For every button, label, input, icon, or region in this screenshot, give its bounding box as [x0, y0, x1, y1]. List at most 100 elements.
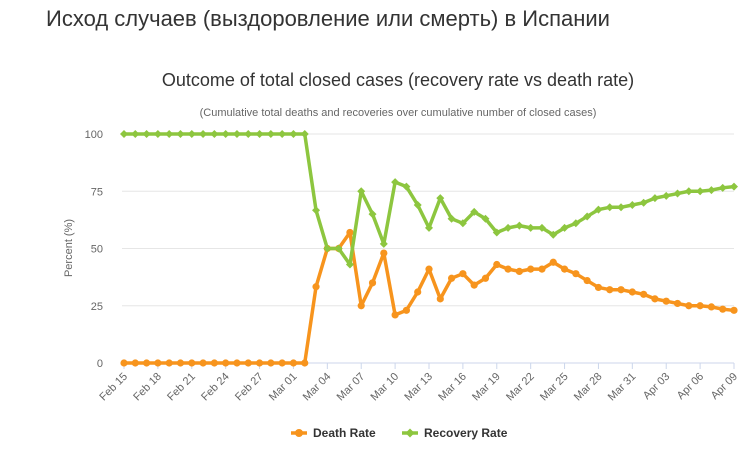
- death-rate-point[interactable]: [176, 359, 185, 367]
- death-rate-point[interactable]: [481, 274, 490, 282]
- death-rate-point[interactable]: [640, 290, 648, 298]
- death-rate-point[interactable]: [312, 283, 320, 291]
- death-rate-point[interactable]: [120, 359, 128, 367]
- death-rate-point[interactable]: [368, 279, 377, 287]
- recovery-rate-point[interactable]: [481, 214, 490, 223]
- death-rate-point[interactable]: [447, 274, 456, 282]
- recovery-rate-point[interactable]: [447, 214, 456, 223]
- recovery-rate-point[interactable]: [244, 130, 253, 138]
- death-rate-point[interactable]: [402, 306, 411, 314]
- death-rate-point[interactable]: [244, 359, 252, 367]
- recovery-rate-point[interactable]: [300, 130, 309, 138]
- recovery-rate-point[interactable]: [526, 223, 535, 232]
- recovery-rate-point[interactable]: [718, 183, 727, 192]
- death-rate-point[interactable]: [199, 359, 207, 367]
- recovery-rate-point[interactable]: [436, 194, 445, 203]
- recovery-rate-point[interactable]: [662, 191, 671, 200]
- recovery-rate-point[interactable]: [560, 223, 569, 232]
- legend[interactable]: Death Rate Recovery Rate: [291, 426, 508, 440]
- death-rate-point[interactable]: [222, 359, 230, 367]
- recovery-rate-point[interactable]: [165, 130, 174, 138]
- recovery-rate-point[interactable]: [515, 221, 524, 230]
- legend-item-death-rate[interactable]: Death Rate: [291, 426, 376, 440]
- recovery-rate-point[interactable]: [504, 223, 513, 232]
- legend-item-recovery-rate[interactable]: Recovery Rate: [402, 426, 508, 440]
- recovery-rate-point[interactable]: [605, 203, 614, 212]
- death-rate-point[interactable]: [391, 311, 399, 319]
- death-rate-point[interactable]: [504, 265, 512, 273]
- recovery-rate-point[interactable]: [571, 219, 580, 228]
- recovery-rate-point[interactable]: [583, 212, 592, 221]
- recovery-rate-point[interactable]: [345, 260, 354, 269]
- recovery-rate-point[interactable]: [673, 189, 682, 198]
- recovery-rate-point[interactable]: [458, 219, 467, 228]
- death-rate-point[interactable]: [278, 359, 286, 367]
- death-rate-point[interactable]: [425, 265, 433, 273]
- death-rate-point[interactable]: [267, 359, 275, 367]
- recovery-rate-point[interactable]: [368, 210, 377, 219]
- recovery-rate-point[interactable]: [153, 130, 162, 138]
- recovery-rate-point[interactable]: [425, 223, 433, 232]
- recovery-rate-point[interactable]: [131, 130, 140, 138]
- recovery-rate-point[interactable]: [628, 200, 637, 209]
- death-rate-point[interactable]: [131, 359, 139, 367]
- death-rate-point[interactable]: [414, 288, 422, 296]
- death-rate-point[interactable]: [255, 359, 264, 367]
- recovery-rate-point[interactable]: [413, 200, 422, 209]
- death-rate-point[interactable]: [142, 359, 151, 367]
- death-rate-point[interactable]: [459, 270, 467, 278]
- recovery-rate-point[interactable]: [696, 187, 705, 196]
- recovery-rate-point[interactable]: [650, 194, 659, 203]
- death-rate-point[interactable]: [346, 228, 354, 237]
- death-rate-point[interactable]: [493, 260, 501, 269]
- death-rate-point[interactable]: [730, 306, 738, 314]
- recovery-rate-point[interactable]: [357, 187, 366, 196]
- death-rate-point[interactable]: [233, 359, 241, 367]
- death-rate-point[interactable]: [515, 267, 523, 275]
- recovery-rate-point[interactable]: [379, 239, 388, 248]
- death-rate-point[interactable]: [685, 302, 693, 310]
- death-rate-point[interactable]: [662, 297, 670, 305]
- death-rate-point[interactable]: [606, 286, 614, 294]
- recovery-rate-point[interactable]: [684, 187, 693, 196]
- recovery-rate-point[interactable]: [266, 130, 275, 138]
- recovery-rate-point[interactable]: [617, 203, 626, 212]
- recovery-rate-point[interactable]: [594, 205, 603, 214]
- death-rate-point[interactable]: [380, 249, 388, 257]
- recovery-rate-point[interactable]: [221, 130, 230, 138]
- death-rate-point[interactable]: [538, 265, 546, 273]
- death-rate-point[interactable]: [560, 265, 569, 273]
- death-rate-point[interactable]: [289, 359, 298, 367]
- recovery-rate-point[interactable]: [210, 130, 219, 138]
- death-rate-point[interactable]: [357, 302, 365, 310]
- death-rate-point[interactable]: [165, 359, 173, 367]
- recovery-rate-point[interactable]: [402, 182, 411, 191]
- recovery-rate-point[interactable]: [323, 244, 332, 253]
- death-rate-point[interactable]: [583, 276, 591, 285]
- death-rate-point[interactable]: [436, 295, 444, 303]
- recovery-rate-point[interactable]: [639, 198, 648, 207]
- death-rate-point[interactable]: [696, 302, 704, 310]
- recovery-rate-point[interactable]: [142, 130, 151, 138]
- recovery-rate-point[interactable]: [549, 230, 558, 239]
- recovery-rate-point[interactable]: [707, 186, 716, 195]
- recovery-rate-point[interactable]: [232, 130, 241, 138]
- death-rate-point[interactable]: [527, 265, 535, 273]
- recovery-rate-point[interactable]: [199, 130, 208, 138]
- recovery-rate-point[interactable]: [176, 130, 185, 138]
- death-rate-point[interactable]: [549, 258, 557, 266]
- recovery-rate-point[interactable]: [120, 130, 128, 138]
- death-rate-point[interactable]: [651, 295, 659, 303]
- recovery-rate-point[interactable]: [187, 130, 196, 138]
- death-rate-point[interactable]: [673, 299, 682, 308]
- death-rate-point[interactable]: [154, 359, 162, 367]
- death-rate-point[interactable]: [628, 288, 636, 296]
- recovery-rate-point[interactable]: [537, 223, 546, 232]
- death-rate-point[interactable]: [594, 283, 603, 292]
- recovery-rate-point[interactable]: [391, 178, 400, 187]
- death-rate-point[interactable]: [617, 286, 625, 294]
- death-rate-point[interactable]: [572, 270, 580, 278]
- recovery-rate-point[interactable]: [289, 130, 298, 138]
- death-rate-point[interactable]: [707, 303, 716, 311]
- recovery-rate-point[interactable]: [492, 228, 501, 237]
